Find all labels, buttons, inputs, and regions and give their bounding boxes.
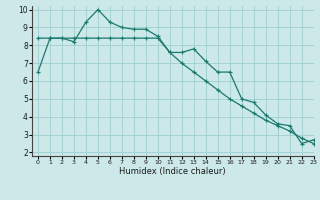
- X-axis label: Humidex (Indice chaleur): Humidex (Indice chaleur): [119, 167, 226, 176]
